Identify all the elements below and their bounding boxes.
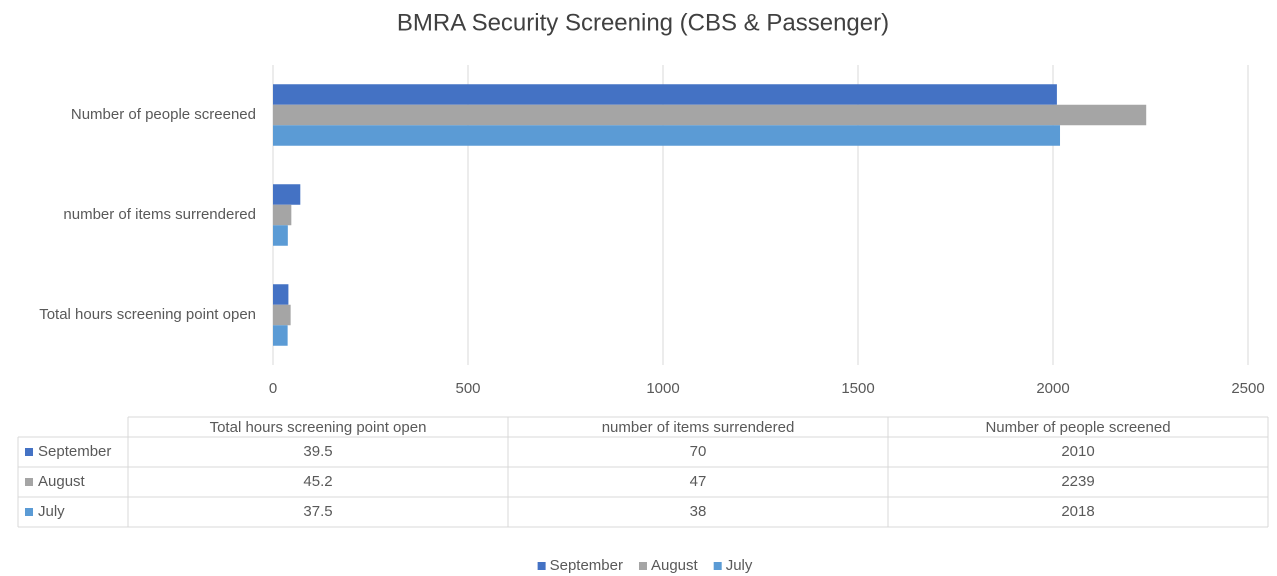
table-legend-key bbox=[25, 478, 33, 486]
table-cell: 70 bbox=[690, 443, 707, 460]
bar bbox=[273, 84, 1057, 105]
bar bbox=[273, 304, 291, 326]
y-tick-label: Number of people screened bbox=[71, 106, 256, 123]
x-tick-label: 2500 bbox=[1231, 380, 1264, 397]
legend-swatch bbox=[638, 562, 647, 570]
table-row-label: September bbox=[38, 443, 111, 460]
table-legend-key bbox=[25, 448, 33, 456]
table-cell: 45.2 bbox=[303, 473, 332, 490]
x-tick-label: 2000 bbox=[1036, 380, 1069, 397]
legend-label: September bbox=[550, 557, 623, 574]
table-cell: 2239 bbox=[1061, 473, 1094, 490]
bar bbox=[273, 125, 1061, 146]
bar bbox=[273, 104, 1147, 126]
bar bbox=[273, 325, 288, 346]
y-tick-label: number of items surrendered bbox=[63, 206, 256, 223]
x-tick-label: 1500 bbox=[841, 380, 874, 397]
table-header: Total hours screening point open bbox=[210, 419, 427, 436]
table-legend-key bbox=[25, 508, 33, 516]
y-tick-label: Total hours screening point open bbox=[39, 306, 256, 323]
bar bbox=[273, 204, 292, 226]
table-row-label: August bbox=[38, 473, 86, 490]
bar bbox=[273, 184, 301, 205]
table-cell: 38 bbox=[690, 503, 707, 520]
x-tick-label: 500 bbox=[455, 380, 480, 397]
table-cell: 47 bbox=[690, 473, 707, 490]
table-cell: 39.5 bbox=[303, 443, 332, 460]
table-cell: 2018 bbox=[1061, 503, 1094, 520]
legend-swatch bbox=[537, 562, 546, 570]
legend-swatch bbox=[713, 562, 722, 570]
bar bbox=[273, 225, 288, 246]
chart-title: BMRA Security Screening (CBS & Passenger… bbox=[397, 9, 889, 36]
table-cell: 2010 bbox=[1061, 443, 1094, 460]
x-tick-label: 0 bbox=[269, 380, 277, 397]
legend-label: July bbox=[726, 557, 753, 574]
table-cell: 37.5 bbox=[303, 503, 332, 520]
table-row-label: July bbox=[38, 503, 65, 520]
bar bbox=[273, 284, 289, 305]
legend-label: August bbox=[651, 557, 699, 574]
table-header: number of items surrendered bbox=[602, 419, 795, 436]
table-header: Number of people screened bbox=[985, 419, 1170, 436]
x-tick-label: 1000 bbox=[646, 380, 679, 397]
